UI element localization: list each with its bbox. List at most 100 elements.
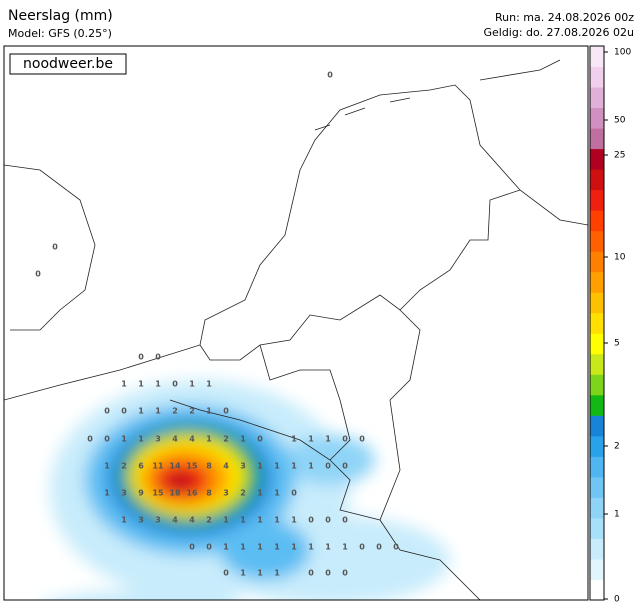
colorbar-label: 50 <box>614 116 626 126</box>
colorbar-segment <box>590 251 604 273</box>
model: Model: GFS (0.25°) <box>8 27 112 40</box>
colorbar <box>590 46 604 601</box>
colorbar-segment <box>590 333 604 355</box>
colorbar-label: 1 <box>614 510 620 520</box>
colorbar-segment <box>590 66 604 88</box>
grid-value: 3 <box>155 516 161 525</box>
grid-value: 1 <box>223 516 229 525</box>
colorbar-segment <box>590 415 604 437</box>
grid-value: 0 <box>223 569 229 578</box>
grid-value: 1 <box>121 516 127 525</box>
colorbar-segment <box>590 312 604 334</box>
colorbar-segment <box>590 538 604 560</box>
grid-value: 4 <box>189 435 195 444</box>
grid-value: 2 <box>121 462 127 471</box>
grid-value: 1 <box>155 407 161 416</box>
colorbar-label: 0 <box>614 595 620 605</box>
grid-value: 4 <box>223 462 229 471</box>
grid-value: 1 <box>223 543 229 552</box>
grid-value: 3 <box>240 462 246 471</box>
grid-value: 15 <box>186 462 198 471</box>
grid-value: 4 <box>172 435 178 444</box>
grid-value: 1 <box>138 380 144 389</box>
precip-field <box>50 380 450 600</box>
uk-coast <box>4 164 96 331</box>
grid-value: 1 <box>240 435 246 444</box>
grid-value: 1 <box>274 516 280 525</box>
grid-value: 1 <box>240 569 246 578</box>
run: Run: ma. 24.08.2026 00z <box>495 11 634 24</box>
grid-value: 1 <box>291 516 297 525</box>
grid-value: 11 <box>152 462 164 471</box>
colorbar-segment <box>590 394 604 416</box>
grid-value: 1 <box>257 462 263 471</box>
colorbar-segment <box>590 579 604 601</box>
grid-value: 0 <box>308 516 314 525</box>
grid-value: 0 <box>257 435 263 444</box>
grid-value: 0 <box>138 353 144 362</box>
grid-value: 4 <box>172 516 178 525</box>
grid-value: 0 <box>325 516 331 525</box>
border <box>199 189 521 361</box>
colorbar-segment <box>590 230 604 252</box>
border <box>379 519 481 600</box>
colorbar-segment <box>590 128 604 150</box>
grid-value: 1 <box>155 380 161 389</box>
grid-value: 0 <box>291 489 297 498</box>
colorbar-segment <box>590 435 604 457</box>
grid-value: 0 <box>189 543 195 552</box>
grid-value: 0 <box>342 435 348 444</box>
grid-value: 1 <box>257 569 263 578</box>
grid-value: 0 <box>121 407 127 416</box>
grid-value: 1 <box>257 543 263 552</box>
grid-value: 4 <box>189 516 195 525</box>
grid-value: 0 <box>87 435 93 444</box>
grid-value: 1 <box>291 435 297 444</box>
grid-value: 0 <box>342 462 348 471</box>
grid-value: 1 <box>206 435 212 444</box>
border <box>259 344 351 461</box>
grid-value: 0 <box>393 543 399 552</box>
colorbar-label: 25 <box>614 151 625 161</box>
colorbar-frame <box>589 45 605 601</box>
colorbar-segment <box>590 456 604 478</box>
grid-value: 1 <box>240 543 246 552</box>
colorbar-label: 5 <box>614 339 620 349</box>
colorbar-segment <box>590 169 604 191</box>
grid-value: 9 <box>138 489 144 498</box>
grid-value: 1 <box>274 543 280 552</box>
grid-value: 1 <box>104 489 110 498</box>
colorbar-segment <box>590 374 604 396</box>
logo: noodweer.be <box>23 56 113 72</box>
valid: Geldig: do. 27.08.2026 02u <box>483 26 634 39</box>
grid-value: 3 <box>138 516 144 525</box>
colorbar-segment <box>590 353 604 375</box>
grid-value: 1 <box>308 462 314 471</box>
grid-value: 1 <box>325 543 331 552</box>
grid-value: 1 <box>189 380 195 389</box>
grid-value: 0 <box>327 71 333 80</box>
colorbar-segment <box>590 517 604 539</box>
grid-value: 0 <box>52 243 58 252</box>
grid-value: 1 <box>308 543 314 552</box>
grid-value: 0 <box>155 353 161 362</box>
grid-value: 0 <box>325 569 331 578</box>
grid-value: 3 <box>223 489 229 498</box>
title: Neerslag (mm) <box>8 8 113 24</box>
grid-value: 2 <box>206 516 212 525</box>
grid-value: 1 <box>121 435 127 444</box>
logo-box <box>9 53 127 75</box>
colorbar-segment <box>590 497 604 519</box>
grid-value: 1 <box>308 435 314 444</box>
grid-value: 1 <box>138 407 144 416</box>
grid-value: 15 <box>152 489 164 498</box>
grid-value: 1 <box>206 407 212 416</box>
grid-value: 0 <box>35 270 41 279</box>
grid-value: 16 <box>186 489 198 498</box>
grid-value: 1 <box>291 462 297 471</box>
colorbar-segment <box>590 210 604 232</box>
grid-value: 0 <box>104 407 110 416</box>
grid-value: 1 <box>342 543 348 552</box>
grid-value: 18 <box>169 489 181 498</box>
grid-value: 3 <box>121 489 127 498</box>
